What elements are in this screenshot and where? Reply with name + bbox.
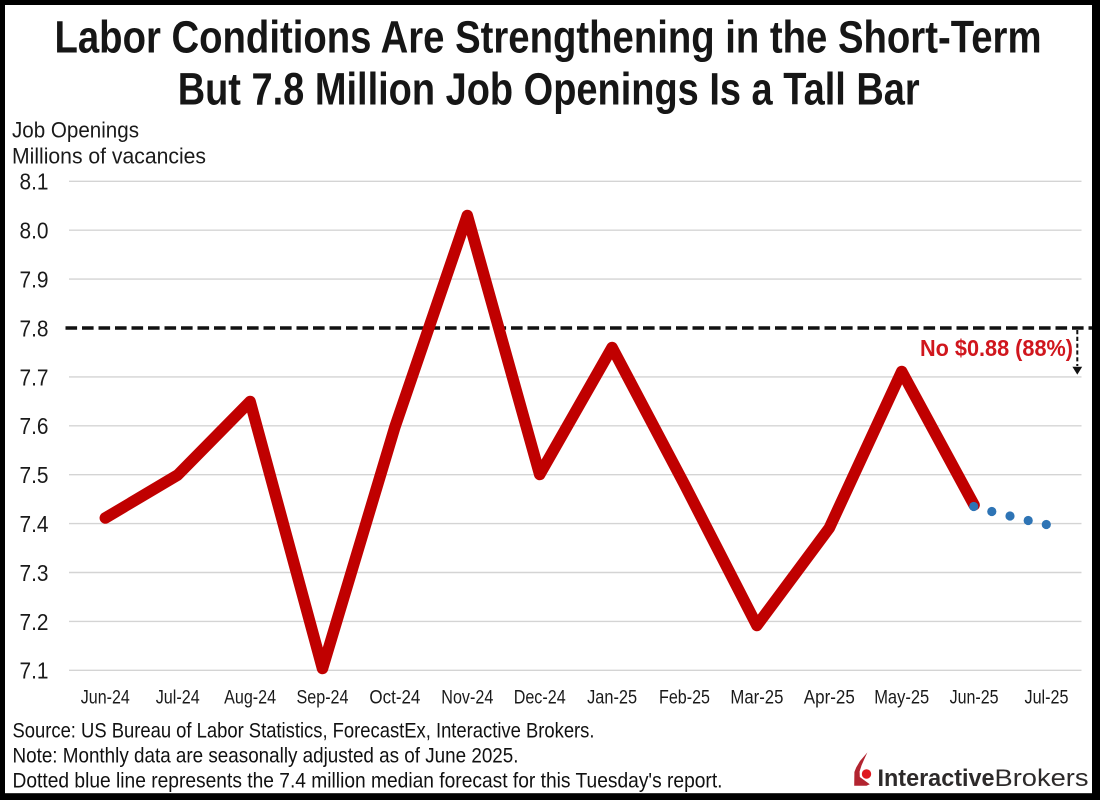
svg-text:7.6: 7.6 bbox=[20, 413, 49, 439]
svg-text:Jul-24: Jul-24 bbox=[156, 686, 200, 708]
svg-text:Labor Conditions Are Strengthe: Labor Conditions Are Strengthening in th… bbox=[55, 11, 1042, 62]
svg-text:Millions of vacancies: Millions of vacancies bbox=[12, 144, 206, 169]
svg-text:8.1: 8.1 bbox=[20, 169, 49, 195]
svg-text:7.7: 7.7 bbox=[20, 364, 49, 390]
svg-text:8.0: 8.0 bbox=[20, 218, 49, 244]
svg-text:Dotted blue line represents th: Dotted blue line represents the 7.4 mill… bbox=[13, 769, 723, 793]
svg-text:Oct-24: Oct-24 bbox=[369, 686, 420, 708]
svg-text:7.4: 7.4 bbox=[20, 511, 49, 537]
svg-text:Jul-25: Jul-25 bbox=[1025, 686, 1069, 708]
svg-text:7.9: 7.9 bbox=[20, 267, 49, 293]
svg-text:7.8: 7.8 bbox=[20, 315, 49, 341]
svg-text:May-25: May-25 bbox=[874, 686, 929, 708]
svg-text:7.5: 7.5 bbox=[20, 462, 49, 488]
svg-text:Jun-25: Jun-25 bbox=[950, 686, 999, 708]
svg-text:Feb-25: Feb-25 bbox=[659, 686, 710, 708]
svg-text:7.2: 7.2 bbox=[20, 609, 49, 635]
svg-text:Sep-24: Sep-24 bbox=[297, 686, 349, 708]
svg-text:But 7.8 Million Job Openings I: But 7.8 Million Job Openings Is a Tall B… bbox=[178, 63, 920, 114]
svg-text:Aug-24: Aug-24 bbox=[224, 686, 276, 708]
svg-text:Mar-25: Mar-25 bbox=[730, 686, 783, 708]
svg-text:7.3: 7.3 bbox=[20, 560, 49, 586]
svg-text:Jun-24: Jun-24 bbox=[81, 686, 130, 708]
svg-text:No $0.88 (88%): No $0.88 (88%) bbox=[920, 335, 1073, 361]
svg-text:Source: US Bureau of Labor Sta: Source: US Bureau of Labor Statistics, F… bbox=[13, 718, 595, 742]
svg-text:Apr-25: Apr-25 bbox=[804, 686, 855, 708]
svg-text:Nov-24: Nov-24 bbox=[441, 686, 493, 708]
svg-text:Dec-24: Dec-24 bbox=[514, 686, 566, 708]
svg-text:InteractiveBrokers: InteractiveBrokers bbox=[878, 765, 1089, 792]
svg-text:Note: Monthly data are seasona: Note: Monthly data are seasonally adjust… bbox=[13, 744, 519, 768]
svg-text:Jan-25: Jan-25 bbox=[587, 686, 637, 708]
svg-text:Job Openings: Job Openings bbox=[12, 117, 139, 142]
svg-text:7.1: 7.1 bbox=[20, 658, 49, 684]
